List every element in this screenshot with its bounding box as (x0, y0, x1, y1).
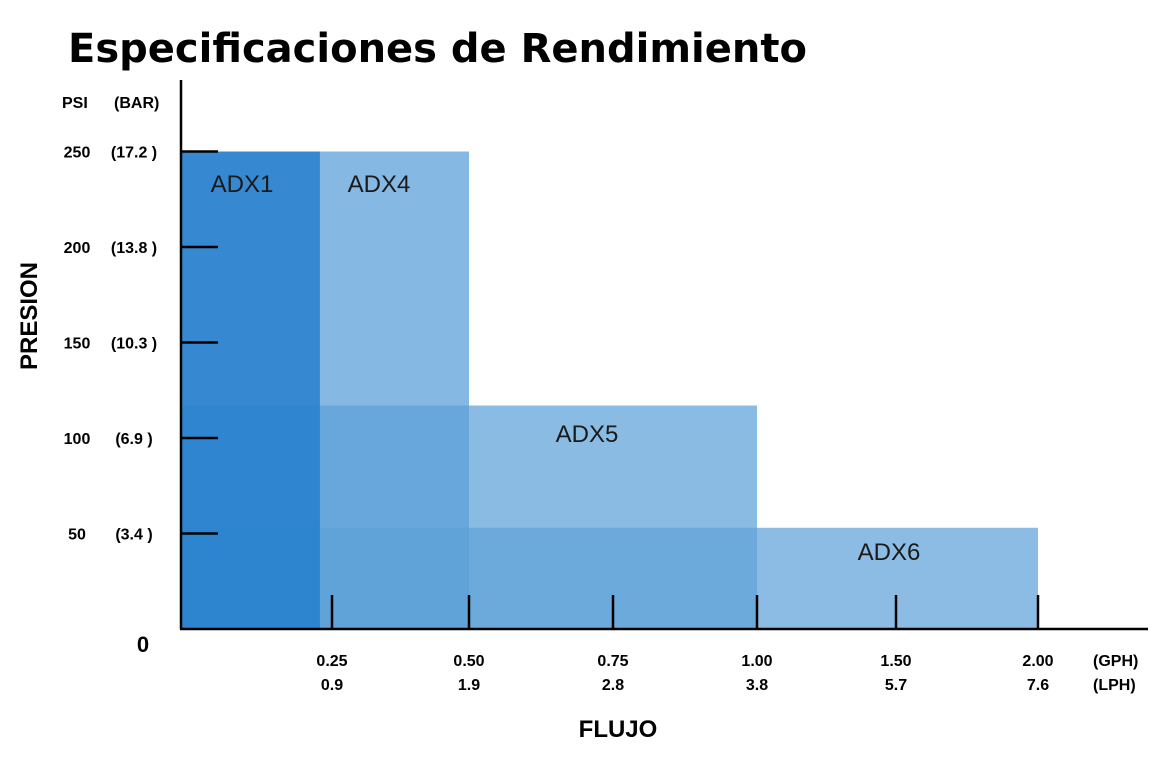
series-label-adx6: ADX6 (858, 539, 921, 566)
y-tick-label-psi: 150 (64, 336, 91, 353)
x-tick-label-gph: 0.25 (316, 653, 347, 670)
x-ticks: 0.25 0.9 0.50 1.9 0.75 2.8 1.00 3.8 1.50 5.7 2.00 7… (316, 595, 1054, 694)
chart-title: Especificaciones de Rendimiento (68, 26, 807, 72)
y-tick-label-bar: (13.8 ) (111, 240, 157, 257)
x-tick-label-gph: 2.00 (1022, 653, 1053, 670)
y-axis-label: PRESION (16, 262, 43, 370)
x-tick-label-lph: 1.9 (458, 677, 480, 694)
x-tick-label-lph: 0.9 (321, 677, 343, 694)
x-unit-lph: (LPH) (1093, 677, 1136, 694)
y-tick-label-bar: (17.2 ) (111, 145, 157, 162)
x-tick-label-gph: 1.50 (880, 653, 911, 670)
x-axis-label: FLUJO (579, 716, 658, 743)
series-label-adx5: ADX5 (556, 421, 619, 448)
x-tick-label-lph: 3.8 (746, 677, 768, 694)
y-tick-label-psi: 100 (64, 431, 91, 448)
x-tick-label-gph: 1.00 (741, 653, 772, 670)
x-tick-label-lph: 2.8 (602, 677, 624, 694)
series-region-adx1 (181, 151, 320, 629)
series-label-adx4: ADX4 (348, 171, 411, 198)
y-tick-label-bar: (10.3 ) (111, 336, 157, 353)
y-tick-label-psi: 200 (64, 240, 91, 257)
y-tick-label-bar: (6.9 ) (115, 431, 152, 448)
x-tick-label-gph: 0.75 (597, 653, 628, 670)
origin-label: 0 (137, 632, 149, 657)
y-unit-bar: (BAR) (114, 95, 159, 112)
x-unit-gph: (GPH) (1093, 653, 1138, 670)
y-tick-label-psi: 50 (68, 527, 86, 544)
x-tick-label-lph: 5.7 (885, 677, 907, 694)
x-tick-label-lph: 7.6 (1027, 677, 1049, 694)
series-labels: ADX1 ADX4 ADX5 ADX6 (211, 171, 921, 566)
y-ticks: 50 (3.4 ) 100 (6.9 ) 150 (10.3 ) 200 (13.8 ) 250… (64, 145, 218, 544)
series-label-adx1: ADX1 (211, 171, 274, 198)
y-unit-psi: PSI (62, 95, 88, 112)
series-regions (181, 151, 1038, 629)
x-tick-label-gph: 0.50 (453, 653, 484, 670)
y-tick-label-bar: (3.4 ) (115, 527, 152, 544)
y-tick-label-psi: 250 (64, 145, 91, 162)
